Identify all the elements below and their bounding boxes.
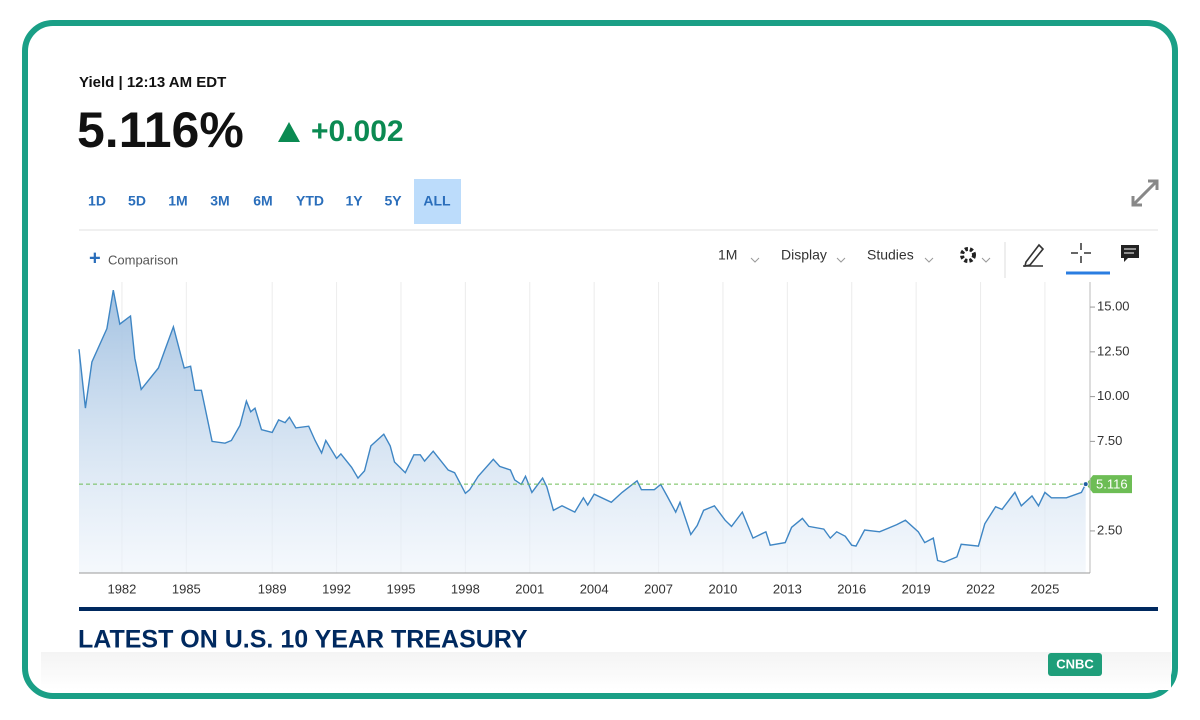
x-tick-label: 2019 bbox=[902, 581, 931, 596]
range-tab[interactable]: ALL bbox=[423, 193, 451, 209]
comment-icon[interactable] bbox=[1121, 245, 1139, 262]
x-tick-label: 1998 bbox=[451, 581, 480, 596]
comparison-button[interactable]: Comparison bbox=[108, 252, 178, 267]
current-value-label: 5.116 bbox=[1096, 477, 1128, 492]
studies-button[interactable]: Studies bbox=[867, 247, 914, 263]
chevron bbox=[750, 257, 760, 263]
y-tick-label: 10.00 bbox=[1097, 388, 1130, 403]
current-value-tag bbox=[1086, 475, 1132, 494]
range-tab[interactable]: 1Y bbox=[345, 193, 363, 209]
expand-icon[interactable] bbox=[1131, 179, 1159, 207]
current-value-dot bbox=[1082, 481, 1089, 488]
y-tick-label: 2.50 bbox=[1097, 522, 1122, 537]
range-tab[interactable]: 1D bbox=[88, 193, 106, 209]
change: +0.002 bbox=[311, 115, 404, 148]
draw-icon[interactable] bbox=[1023, 243, 1045, 268]
x-tick-label: 2013 bbox=[773, 581, 802, 596]
x-tick-label: 2004 bbox=[580, 581, 609, 596]
subtitle: Yield | 12:13 AM EDT bbox=[79, 74, 226, 91]
area-line bbox=[78, 289, 1087, 564]
x-tick-label: 2010 bbox=[708, 581, 737, 596]
interval-button[interactable]: 1M bbox=[718, 247, 737, 263]
y-tick-label: 15.00 bbox=[1097, 299, 1130, 314]
x-tick-label: 1982 bbox=[107, 581, 136, 596]
x-tick-label: 2022 bbox=[966, 581, 995, 596]
y-tick-label: 7.50 bbox=[1097, 433, 1122, 448]
settings-icon[interactable] bbox=[960, 247, 991, 263]
range-tab[interactable]: 5Y bbox=[384, 193, 402, 209]
display-button[interactable]: Display bbox=[781, 247, 827, 263]
badge-bg bbox=[1048, 653, 1102, 676]
range-tab[interactable]: 5D bbox=[128, 193, 146, 209]
crosshair-icon[interactable] bbox=[1071, 243, 1091, 263]
area-fill bbox=[79, 290, 1086, 573]
range-tab[interactable]: 6M bbox=[253, 193, 272, 209]
up-arrow bbox=[278, 122, 300, 142]
x-tick-label: 2001 bbox=[515, 581, 544, 596]
chart: 1982 1985 1989 1992 1995 1998 2001 2004 2007 2010… bbox=[78, 282, 1132, 596]
x-tick-label: 2007 bbox=[644, 581, 673, 596]
x-tick-label: 1985 bbox=[172, 581, 201, 596]
badge: CNBC bbox=[1056, 656, 1094, 671]
tab-selected-bg bbox=[414, 179, 461, 224]
price: 5.116% bbox=[77, 102, 244, 158]
y-tick-label: 12.50 bbox=[1097, 343, 1130, 358]
range-tab[interactable]: 1M bbox=[168, 193, 187, 209]
chevron bbox=[924, 257, 934, 263]
chevron bbox=[836, 257, 846, 263]
fade-overlay bbox=[41, 652, 1171, 690]
range-tab[interactable]: YTD bbox=[296, 193, 324, 209]
x-tick-label: 1989 bbox=[258, 581, 287, 596]
range-tab[interactable]: 3M bbox=[210, 193, 229, 209]
x-tick-label: 1992 bbox=[322, 581, 351, 596]
range-tabs: 1D 5D 1M 3M 6M YTD 1Y 5Y ALL bbox=[88, 179, 461, 224]
section-title: LATEST ON U.S. 10 YEAR TREASURY bbox=[78, 626, 528, 654]
x-tick-label: 2025 bbox=[1030, 581, 1059, 596]
x-tick-label: 2016 bbox=[837, 581, 866, 596]
x-tick-label: 1995 bbox=[387, 581, 416, 596]
plus-icon[interactable]: + bbox=[89, 247, 101, 269]
